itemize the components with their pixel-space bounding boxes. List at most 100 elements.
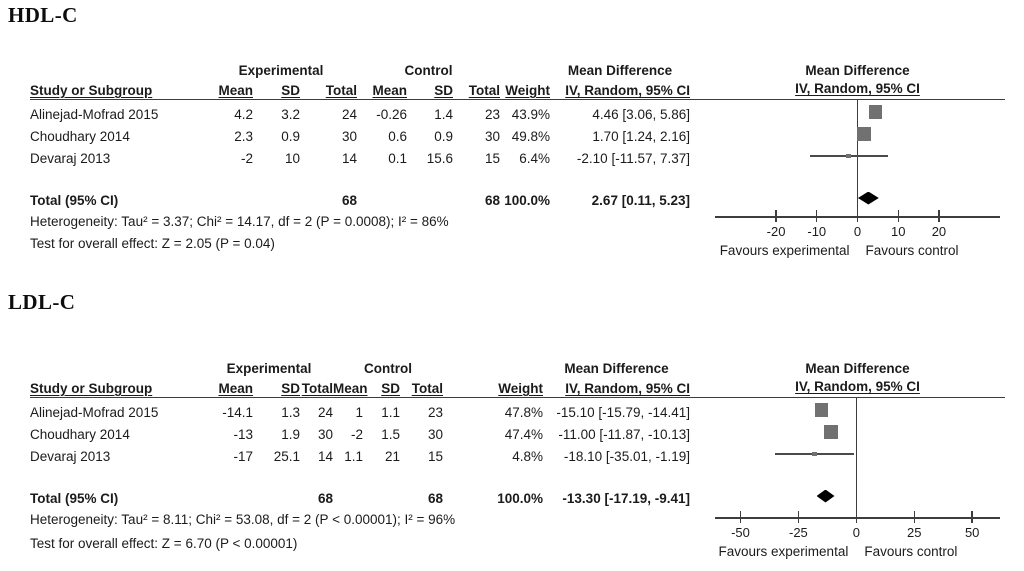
header-rule xyxy=(30,99,1005,101)
study-weight-square xyxy=(846,153,852,159)
ci-value: -2.10 [-11.57, 7.37] xyxy=(576,151,690,167)
weight-header: Weight xyxy=(498,381,543,396)
mean-difference-column-header: Mean Difference xyxy=(564,361,669,377)
ctrl-total-value: 15 xyxy=(427,449,443,465)
axis-tick-label: 20 xyxy=(931,224,947,239)
total-row: Total (95% CI) 68 68 100.0% 2.67 [0.11, … xyxy=(30,190,690,212)
total-weight: 100.0% xyxy=(497,491,543,507)
ctrl-total-header: Total xyxy=(468,83,500,98)
plot-header-effect: Mean Difference xyxy=(805,63,910,78)
control-group-header: Control xyxy=(364,361,412,377)
exp-mean-value: -2 xyxy=(240,151,253,167)
ctrl-sd-value: 21 xyxy=(384,449,400,465)
ldl-study-table: Experimental Control Mean Difference Stu… xyxy=(30,360,690,510)
study-row: Devaraj 2013 -2 10 14 0.1 15.6 15 6.4% -… xyxy=(30,148,690,170)
ci-header: IV, Random, 95% CI xyxy=(565,381,690,396)
ctrl-sd-value: 1.4 xyxy=(434,107,453,123)
study-name: Devaraj 2013 xyxy=(30,449,111,465)
section-title-ldl: LDL-C xyxy=(8,290,76,314)
ctrl-mean-value: -0.26 xyxy=(376,107,407,123)
plot-header-method: IV, Random, 95% CI xyxy=(795,379,920,394)
ctrl-mean-value: -2 xyxy=(350,427,363,443)
exp-sd-value: 1.3 xyxy=(281,405,300,421)
ci-value: -15.10 [-15.79, -14.41] xyxy=(556,405,690,421)
axis-tick xyxy=(775,210,777,222)
mean-difference-column-header: Mean Difference xyxy=(567,63,673,79)
study-weight-square xyxy=(869,105,883,119)
axis-tick xyxy=(897,210,899,222)
column-header-row: Study or Subgroup Mean SD Total Mean SD … xyxy=(30,378,690,402)
ctrl-sd-value: 15.6 xyxy=(426,151,453,167)
axis-tick-label: -10 xyxy=(807,224,827,239)
favours-experimental-label: Favours experimental xyxy=(718,544,849,559)
axis-tick xyxy=(938,210,940,222)
exp-total-value: 14 xyxy=(341,151,357,167)
exp-sd-value: 3.2 xyxy=(281,107,300,123)
exp-total-header: Total xyxy=(325,83,357,98)
ctrl-mean-header: Mean xyxy=(372,83,407,98)
ci-value: 4.46 [3.06, 5.86] xyxy=(592,107,690,123)
total-label: Total (95% CI) xyxy=(30,491,119,507)
axis-tick xyxy=(913,511,915,523)
heterogeneity-text: Heterogeneity: Tau² = 8.11; Chi² = 53.08… xyxy=(30,512,456,527)
heterogeneity-text: Heterogeneity: Tau² = 3.37; Chi² = 14.17… xyxy=(30,214,449,229)
exp-sd-value: 25.1 xyxy=(273,449,300,465)
exp-mean-value: -17 xyxy=(233,449,253,465)
study-row: Alinejad-Mofrad 2015 4.2 3.2 24 -0.26 1.… xyxy=(30,104,690,126)
ctrl-total-value: 30 xyxy=(427,427,443,443)
overall-effect-text: Test for overall effect: Z = 6.70 (P < 0… xyxy=(30,536,298,551)
study-col-header: Study or Subgroup xyxy=(30,83,153,98)
exp-sd-header: SD xyxy=(281,381,300,396)
exp-sd-value: 1.9 xyxy=(281,427,300,443)
exp-mean-value: -14.1 xyxy=(222,405,253,421)
ctrl-sd-header: SD xyxy=(381,381,400,396)
study-name: Alinejad-Mofrad 2015 xyxy=(30,107,159,123)
exp-total-value: 24 xyxy=(317,405,333,421)
exp-sd-header: SD xyxy=(281,83,300,98)
axis-tick xyxy=(856,210,859,222)
total-weight: 100.0% xyxy=(504,193,550,209)
column-header-row: Study or Subgroup Mean SD Total Mean SD … xyxy=(30,80,690,104)
axis-tick-label: 50 xyxy=(964,525,980,540)
study-row: Alinejad-Mofrad 2015 -14.1 1.3 24 1 1.1 … xyxy=(30,402,690,424)
zero-line xyxy=(856,100,859,217)
total-row: Total (95% CI) 68 68 100.0% -13.30 [-17.… xyxy=(30,488,690,510)
x-axis-line xyxy=(715,517,1000,519)
study-weight-square xyxy=(824,425,838,439)
exp-sd-value: 10 xyxy=(284,151,300,167)
exp-mean-value: 4.2 xyxy=(234,107,253,123)
favours-control-label: Favours control xyxy=(864,544,958,559)
weight-value: 47.4% xyxy=(504,427,543,443)
ci-header: IV, Random, 95% CI xyxy=(565,83,690,98)
ctrl-total-header: Total xyxy=(411,381,443,396)
ci-value: -11.00 [-11.87, -10.13] xyxy=(558,427,690,443)
study-row: Choudhary 2014 -13 1.9 30 -2 1.5 30 47.4… xyxy=(30,424,690,446)
study-name: Alinejad-Mofrad 2015 xyxy=(30,405,159,421)
axis-tick-label: 0 xyxy=(853,224,862,239)
favours-experimental-label: Favours experimental xyxy=(719,243,850,258)
total-ci: -13.30 [-17.19, -9.41] xyxy=(562,491,690,507)
plot-header-method: IV, Random, 95% CI xyxy=(795,81,920,96)
hdl-study-table: Experimental Control Mean Difference Stu… xyxy=(30,62,690,212)
ctrl-mean-value: 0.6 xyxy=(388,129,407,145)
weight-value: 6.4% xyxy=(519,151,550,167)
axis-tick xyxy=(797,511,800,523)
weight-header: Weight xyxy=(505,83,550,98)
total-ci: 2.67 [0.11, 5.23] xyxy=(591,193,690,209)
exp-total-value: 30 xyxy=(341,129,357,145)
axis-tick-label: -50 xyxy=(731,525,750,540)
total-exp-total: 68 xyxy=(341,193,357,209)
experimental-group-header: Experimental xyxy=(238,63,324,79)
group-header-row: Experimental Control Mean Difference xyxy=(30,360,690,378)
header-rule xyxy=(30,397,1005,399)
experimental-group-header: Experimental xyxy=(226,361,312,377)
total-ctrl-total: 68 xyxy=(484,193,500,209)
ctrl-total-value: 30 xyxy=(484,129,500,145)
ctrl-mean-header: Mean xyxy=(333,381,368,396)
total-ctrl-total: 68 xyxy=(427,491,443,507)
study-row: Choudhary 2014 2.3 0.9 30 0.6 0.9 30 49.… xyxy=(30,126,690,148)
group-header-row: Experimental Control Mean Difference xyxy=(30,62,690,80)
axis-tick xyxy=(739,511,742,523)
exp-total-value: 30 xyxy=(317,427,333,443)
